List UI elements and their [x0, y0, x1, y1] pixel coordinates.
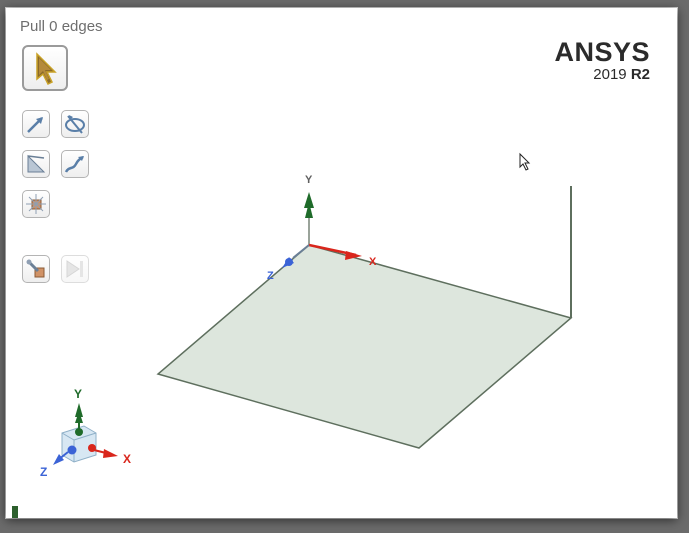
brand-name: ANSYS [554, 37, 650, 67]
blend-tool-button[interactable] [22, 190, 50, 218]
tool-guide-button[interactable] [22, 255, 50, 283]
corner-marker [12, 506, 18, 518]
revolve-icon [65, 115, 85, 134]
pull-arrow-icon [27, 117, 43, 133]
scene-axes [282, 192, 362, 268]
revolve-tool-button[interactable] [61, 110, 89, 138]
draft-tool-button[interactable] [22, 150, 50, 178]
brand-year: 2019 [593, 66, 627, 83]
graphics-viewport[interactable]: Pull 0 edges ANSYS 2019 R2 [6, 8, 677, 518]
sweep-tool-button[interactable] [61, 150, 89, 178]
blend-icon [26, 194, 46, 214]
select-tool-button[interactable] [22, 45, 68, 91]
triad-x-label: X [123, 452, 131, 466]
scene-axis-x-label: X [369, 256, 377, 268]
mouse-cursor-icon [519, 152, 531, 171]
ansys-logo: ANSYS 2019 R2 [554, 38, 650, 83]
brand-release: R2 [630, 66, 650, 83]
sweep-icon [64, 155, 84, 173]
complete-button[interactable] [61, 255, 89, 283]
draft-icon [27, 154, 46, 173]
model-scene: Y X Z Y X Z [40, 152, 573, 479]
scene-axis-z-label: Z [267, 270, 274, 282]
scene-axis-y-label: Y [305, 174, 313, 186]
complete-icon [66, 260, 83, 278]
status-title: Pull 0 edges [20, 18, 103, 35]
tool-guide-icon [26, 259, 45, 278]
pull-tool-button[interactable] [22, 110, 50, 138]
select-arrow-icon [36, 52, 57, 86]
view-triad[interactable] [53, 403, 118, 465]
triad-z-label: Z [40, 465, 47, 479]
sketch-plane[interactable] [156, 244, 573, 449]
brand-version: 2019 R2 [554, 66, 650, 83]
triad-y-label: Y [74, 387, 82, 401]
